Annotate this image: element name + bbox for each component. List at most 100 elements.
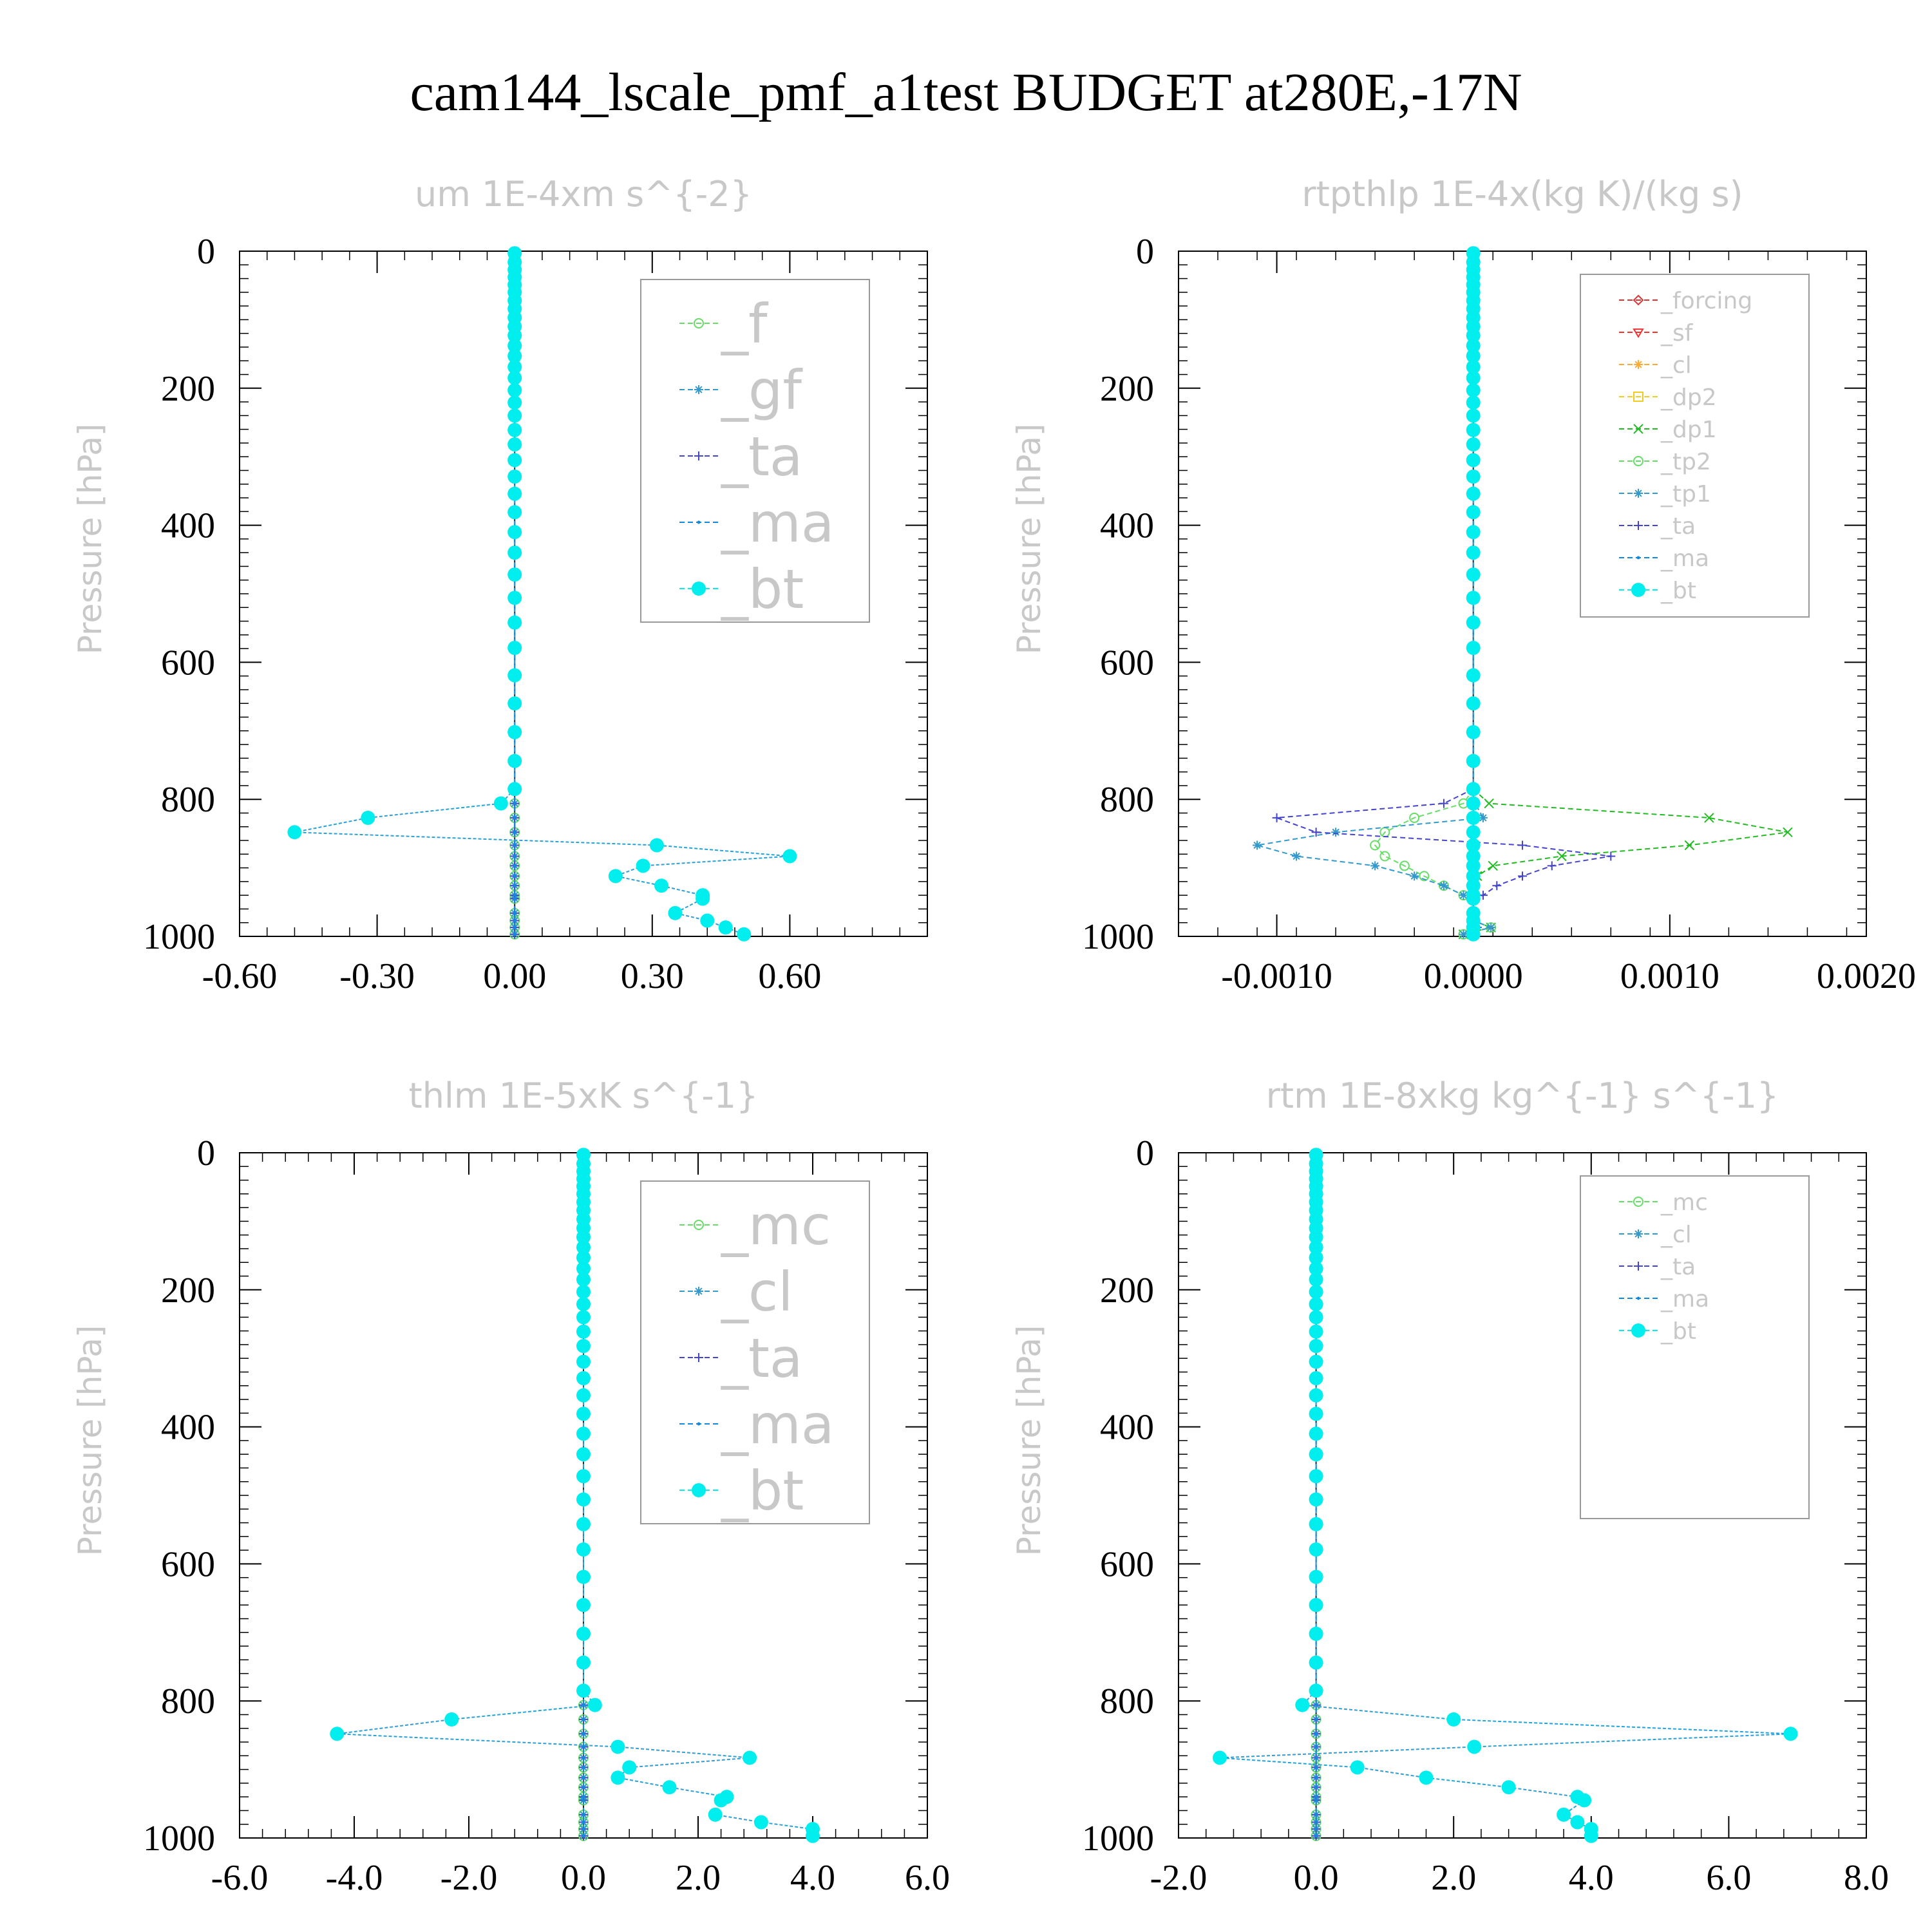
legend-item: _gf <box>679 359 803 422</box>
data-point <box>582 1703 585 1707</box>
series-group <box>1213 1148 1798 1843</box>
series-group <box>330 1148 820 1843</box>
data-point <box>1309 1250 1323 1265</box>
legend-label: _ta <box>721 425 802 488</box>
data-point <box>1399 860 1410 871</box>
data-point <box>1606 851 1616 861</box>
data-point <box>1783 1727 1798 1741</box>
data-point <box>576 1229 591 1244</box>
x-tick-label: 8.0 <box>1844 1858 1889 1898</box>
data-point <box>1314 1765 1318 1769</box>
data-point <box>1466 591 1481 605</box>
y-tick-label: 600 <box>161 643 215 683</box>
data-point <box>1484 798 1494 809</box>
y-tick-label: 400 <box>161 506 215 546</box>
data-point <box>1557 1807 1571 1822</box>
data-point <box>576 1492 591 1507</box>
data-point <box>576 1324 591 1339</box>
y-tick-label: 1000 <box>1082 1819 1154 1859</box>
x-tick-label: 0.0 <box>561 1858 606 1898</box>
data-point <box>507 338 522 353</box>
y-tick-label: 1000 <box>1082 917 1154 957</box>
series-group <box>1253 246 1793 942</box>
series-bt <box>330 1148 820 1843</box>
data-point <box>737 927 752 942</box>
data-point <box>576 1598 591 1613</box>
data-point <box>1570 1815 1585 1830</box>
data-point <box>1331 828 1341 837</box>
data-point <box>1466 810 1481 825</box>
data-point <box>576 1272 591 1287</box>
data-point <box>1309 1406 1323 1421</box>
legend-item: _ta <box>1619 1254 1696 1280</box>
data-point <box>1314 1795 1318 1799</box>
legend-item: _cl <box>1619 1222 1692 1248</box>
data-point <box>1466 858 1481 873</box>
data-point <box>696 891 710 906</box>
legend-label: _bt <box>1660 578 1696 604</box>
data-point <box>576 1426 591 1441</box>
data-point <box>513 919 516 922</box>
data-point <box>1466 422 1481 437</box>
legend-item: _mc <box>679 1194 831 1257</box>
data-point <box>513 855 516 858</box>
data-point <box>1309 1542 1323 1557</box>
legend-item: _ta <box>679 1327 802 1390</box>
panel-title: rtm 1E-8xkg kg^{-1} s^{-1} <box>1266 1075 1779 1116</box>
legend-item: _dp2 <box>1619 384 1717 411</box>
data-point <box>576 1354 591 1369</box>
legend-label: _sf <box>1660 320 1694 346</box>
data-point <box>1311 828 1321 837</box>
data-point <box>576 1406 591 1421</box>
data-point <box>582 1745 585 1748</box>
legend-label: _gf <box>721 359 803 422</box>
data-point <box>507 328 522 343</box>
data-point <box>718 920 733 935</box>
data-point <box>782 849 797 864</box>
data-point <box>1684 840 1695 851</box>
data-point <box>507 437 522 452</box>
x-tick-label: -4.0 <box>326 1858 383 1898</box>
data-point <box>1309 1261 1323 1276</box>
y-axis-label: Pressure [hPa] <box>71 1325 109 1557</box>
y-axis-label: Pressure [hPa] <box>71 424 109 655</box>
legend-label: _bt <box>721 558 804 621</box>
data-point <box>1370 861 1380 871</box>
legend-item: _mc <box>1619 1189 1708 1216</box>
data-point <box>576 1297 591 1312</box>
data-point <box>513 864 516 867</box>
x-tick-label: 0.0 <box>1294 1858 1339 1898</box>
x-tick-label: 2.0 <box>1431 1858 1476 1898</box>
data-point <box>1253 840 1262 850</box>
data-point <box>1446 1712 1461 1727</box>
data-point <box>576 1339 591 1354</box>
y-tick-label: 0 <box>197 232 215 272</box>
data-point <box>582 1799 585 1802</box>
data-point <box>513 893 516 897</box>
data-point <box>582 1834 585 1838</box>
legend-box <box>1580 1175 1810 1519</box>
data-point <box>576 1447 591 1462</box>
data-point <box>654 878 669 893</box>
x-tick-label: -0.30 <box>339 956 415 996</box>
legend-item: _ma <box>679 491 834 554</box>
legend-label: _ma <box>1660 545 1709 572</box>
data-point <box>1292 851 1302 861</box>
data-point <box>287 825 302 840</box>
data-point <box>1439 799 1448 808</box>
legend: _mc_cl_ta_ma_bt <box>640 1180 870 1524</box>
data-point <box>608 869 623 884</box>
data-point <box>507 615 522 630</box>
data-point <box>507 408 522 423</box>
data-point <box>1466 328 1481 343</box>
data-point <box>1466 525 1481 540</box>
y-tick-label: 1000 <box>143 917 215 957</box>
data-point <box>1466 641 1481 656</box>
data-point <box>513 911 516 915</box>
data-point <box>507 753 522 768</box>
x-tick-label: -2.0 <box>1150 1858 1208 1898</box>
data-point <box>1439 881 1448 891</box>
legend-label: _f <box>721 292 769 355</box>
legend-label: _dp1 <box>1660 417 1717 443</box>
legend-label: _tp2 <box>1660 449 1711 475</box>
